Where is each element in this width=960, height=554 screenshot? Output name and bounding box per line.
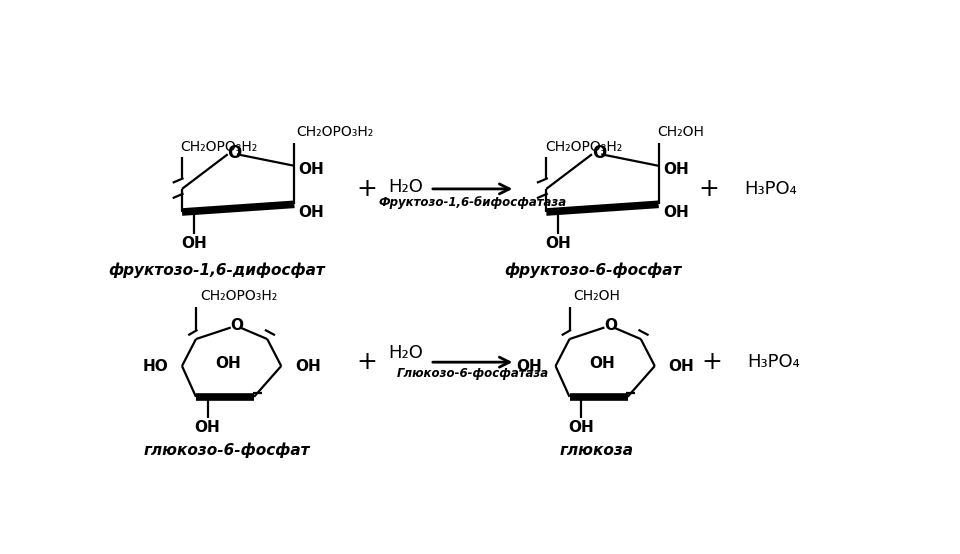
Text: OH: OH bbox=[545, 236, 571, 251]
Text: CH₂OPO₃H₂: CH₂OPO₃H₂ bbox=[545, 140, 622, 153]
Text: фруктозо-1,6-дифосфат: фруктозо-1,6-дифосфат bbox=[108, 262, 325, 278]
Text: OH: OH bbox=[568, 420, 594, 435]
Text: OH: OH bbox=[669, 358, 694, 373]
Text: глюкозо-6-фосфат: глюкозо-6-фосфат bbox=[144, 443, 310, 459]
Text: O: O bbox=[230, 319, 244, 334]
Text: +: + bbox=[356, 350, 377, 374]
Text: OH: OH bbox=[195, 420, 221, 435]
Text: H₃PO₄: H₃PO₄ bbox=[747, 353, 800, 371]
Text: CH₂OPO₃H₂: CH₂OPO₃H₂ bbox=[200, 289, 277, 303]
Text: OH: OH bbox=[299, 204, 324, 219]
Text: OH: OH bbox=[295, 358, 321, 373]
Text: +: + bbox=[701, 350, 722, 374]
Text: +: + bbox=[356, 177, 377, 201]
Text: HO: HO bbox=[142, 358, 168, 373]
Text: OH: OH bbox=[180, 236, 206, 251]
Text: CH₂OPO₃H₂: CH₂OPO₃H₂ bbox=[296, 125, 373, 139]
Text: CH₂OH: CH₂OH bbox=[657, 125, 704, 139]
Text: OH: OH bbox=[662, 204, 688, 219]
Text: O: O bbox=[604, 319, 617, 334]
Text: глюкоза: глюкоза bbox=[560, 443, 634, 458]
Text: H₂O: H₂O bbox=[388, 344, 422, 362]
Text: OH: OH bbox=[216, 356, 241, 371]
Text: CH₂OPO₃H₂: CH₂OPO₃H₂ bbox=[180, 140, 258, 153]
Text: OH: OH bbox=[516, 358, 541, 373]
Text: H₂O: H₂O bbox=[388, 178, 422, 196]
Text: H₃PO₄: H₃PO₄ bbox=[745, 180, 798, 198]
Text: CH₂OH: CH₂OH bbox=[573, 289, 620, 303]
Text: OH: OH bbox=[589, 356, 615, 371]
Text: Фруктозо-1,6-бифосфатаза: Фруктозо-1,6-бифосфатаза bbox=[378, 196, 566, 209]
Text: O: O bbox=[228, 143, 242, 162]
Text: OH: OH bbox=[299, 162, 324, 177]
Text: OH: OH bbox=[662, 162, 688, 177]
Text: O: O bbox=[591, 143, 606, 162]
Text: фруктозо-6-фосфат: фруктозо-6-фосфат bbox=[504, 262, 682, 278]
Text: Глюкозо-6-фосфатаза: Глюкозо-6-фосфатаза bbox=[396, 367, 549, 380]
Text: +: + bbox=[699, 177, 719, 201]
